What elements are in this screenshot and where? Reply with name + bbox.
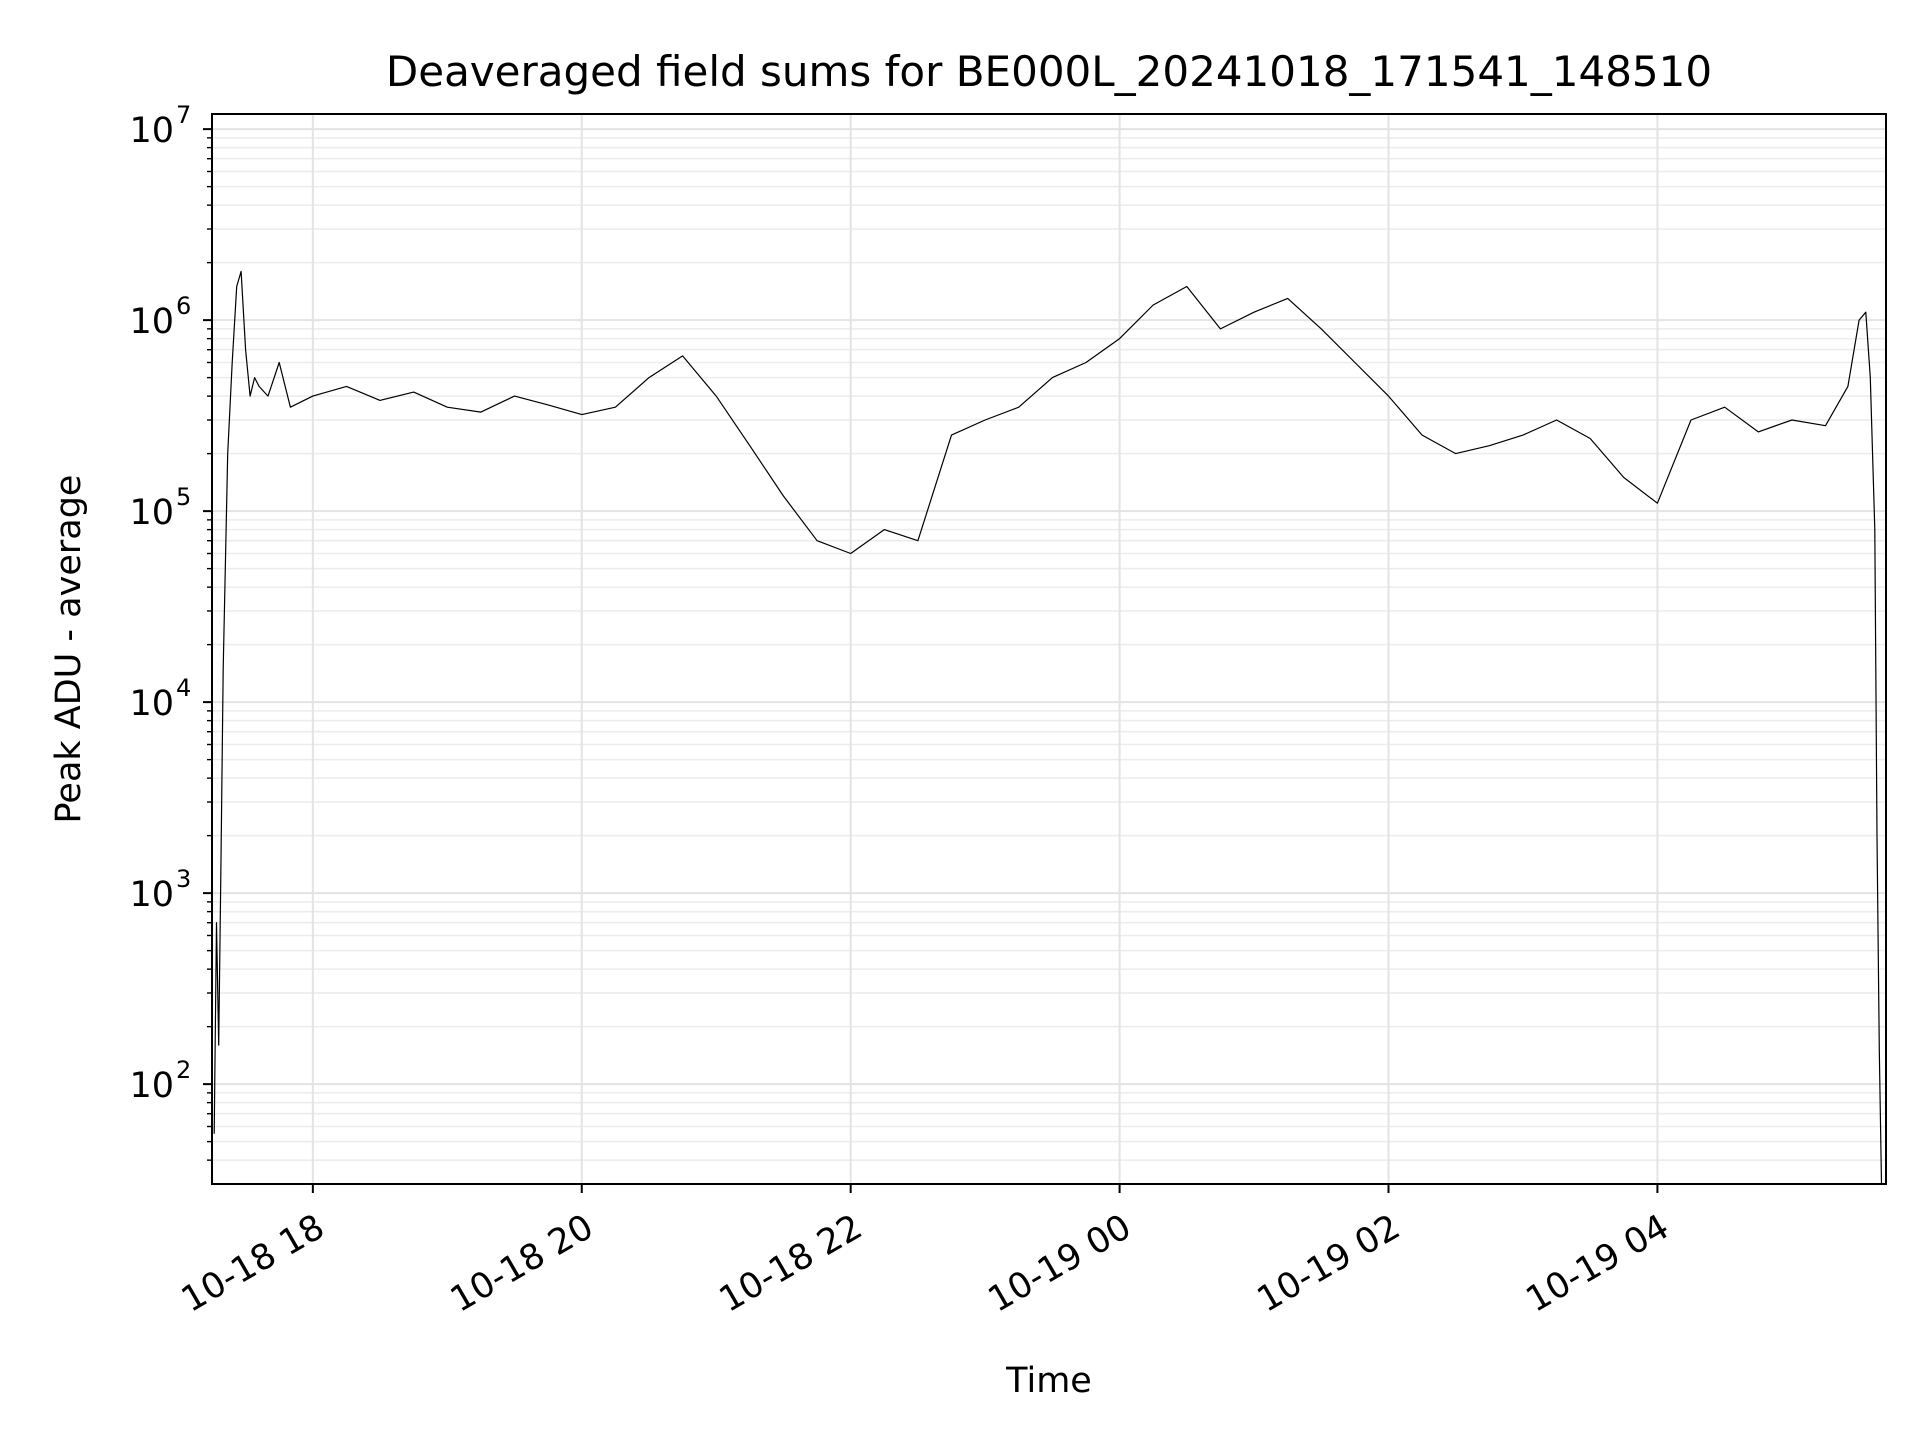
major-grid	[212, 114, 1886, 1184]
series-line	[213, 270, 1883, 1185]
minor-grid	[212, 137, 1886, 1161]
x-axis-label: Time	[1005, 1361, 1092, 1401]
y-tick-label: 10	[129, 875, 174, 915]
y-tick-exponent: 4	[176, 674, 191, 702]
y-tick-exponent: 6	[176, 292, 191, 320]
y-tick-label: 10	[129, 1066, 174, 1106]
y-tick-label: 10	[129, 111, 174, 151]
y-tick-exponent: 7	[176, 101, 191, 129]
y-tick-label: 10	[129, 302, 174, 342]
y-tick-label: 10	[129, 684, 174, 724]
y-tick-exponent: 2	[176, 1056, 191, 1084]
plot-frame	[211, 113, 1887, 1185]
y-tick-label: 10	[129, 493, 174, 533]
y-axis-label: Peak ADU - average	[49, 475, 89, 824]
y-tick-exponent: 5	[176, 483, 191, 511]
chart-title: Deaveraged field sums for BE000L_2024101…	[386, 47, 1712, 96]
y-tick-exponent: 3	[176, 865, 191, 893]
